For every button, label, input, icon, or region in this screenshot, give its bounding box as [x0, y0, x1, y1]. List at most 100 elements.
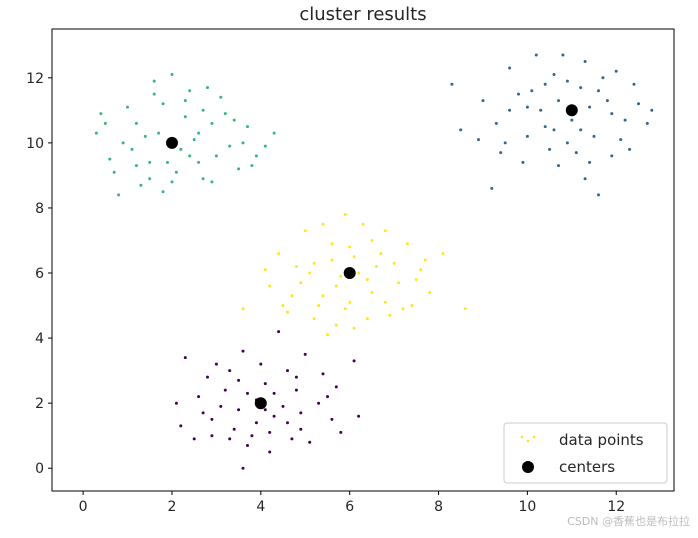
- data-point: [619, 138, 623, 142]
- data-point: [228, 144, 232, 148]
- data-point: [201, 411, 205, 415]
- x-tick-label: 8: [434, 499, 443, 515]
- data-point: [477, 138, 480, 142]
- data-point: [614, 69, 618, 73]
- data-point: [530, 89, 534, 93]
- data-point: [592, 134, 596, 138]
- data-point: [588, 160, 592, 164]
- data-point: [206, 375, 209, 379]
- cluster-center: [565, 104, 578, 117]
- data-point: [334, 385, 338, 389]
- data-point: [637, 102, 640, 106]
- data-point: [561, 53, 565, 57]
- y-tick-label: 0: [35, 461, 44, 477]
- data-point: [499, 151, 503, 155]
- legend-centers-marker: [522, 461, 534, 473]
- data-point: [277, 330, 281, 334]
- x-tick-label: 4: [256, 499, 265, 515]
- data-point: [281, 304, 285, 307]
- data-point: [405, 242, 409, 246]
- cluster-center: [343, 267, 356, 279]
- data-point: [601, 76, 605, 80]
- data-point: [490, 186, 494, 190]
- data-point: [197, 131, 201, 135]
- data-point: [508, 66, 512, 70]
- data-point: [419, 268, 423, 272]
- y-tick-label: 8: [35, 201, 44, 217]
- data-point: [143, 134, 147, 138]
- data-point: [339, 274, 343, 278]
- data-point: [463, 307, 467, 311]
- data-point: [179, 147, 183, 151]
- data-point: [272, 414, 276, 418]
- data-point: [299, 281, 303, 285]
- data-point: [263, 408, 267, 412]
- data-point: [148, 177, 152, 181]
- data-point: [508, 108, 512, 112]
- data-point: [339, 430, 343, 434]
- data-point: [534, 53, 538, 57]
- data-point: [232, 427, 236, 431]
- data-point: [174, 170, 178, 174]
- data-point: [352, 359, 356, 363]
- data-point: [330, 258, 334, 262]
- data-point: [254, 154, 258, 158]
- data-point: [268, 450, 272, 454]
- axis-ticks: 0 2 4 6 8 10 12 0 2 4 6 8 10 12: [26, 71, 625, 515]
- data-point: [628, 147, 632, 151]
- data-point: [183, 356, 187, 360]
- data-point: [152, 79, 156, 83]
- data-point: [352, 255, 356, 259]
- data-point: [574, 151, 578, 155]
- data-point: [312, 317, 316, 321]
- data-point: [379, 252, 383, 255]
- data-point: [610, 112, 614, 116]
- data-point: [348, 245, 352, 249]
- data-point: [246, 125, 249, 129]
- data-point: [94, 131, 98, 135]
- data-point: [321, 222, 325, 226]
- watermark: CSDN @香蕉也是布拉拉: [567, 515, 690, 528]
- data-point: [521, 160, 525, 164]
- data-point: [459, 128, 463, 132]
- data-point: [557, 164, 560, 168]
- data-point: [268, 430, 272, 434]
- data-point: [357, 271, 361, 275]
- data-point: [206, 86, 209, 90]
- x-tick-label: 2: [167, 499, 176, 515]
- data-point: [321, 372, 325, 376]
- data-point: [357, 414, 361, 418]
- data-point: [303, 352, 307, 356]
- data-point: [250, 434, 254, 438]
- data-point: [170, 73, 174, 76]
- data-point: [237, 408, 241, 412]
- data-point: [481, 99, 485, 103]
- data-point: [188, 89, 192, 93]
- data-point: [223, 388, 227, 392]
- data-point: [241, 141, 245, 145]
- data-point: [241, 349, 245, 353]
- data-point: [597, 193, 600, 197]
- data-point: [294, 375, 298, 379]
- data-point: [414, 278, 418, 281]
- y-tick-label: 10: [26, 136, 44, 152]
- data-point: [632, 82, 636, 86]
- data-point: [192, 437, 196, 441]
- data-point: [423, 258, 427, 262]
- data-point: [281, 404, 285, 408]
- data-point: [139, 183, 143, 187]
- legend-dot: [520, 435, 524, 439]
- data-point: [286, 369, 289, 373]
- data-point: [161, 102, 165, 106]
- data-point: [246, 444, 249, 447]
- data-point: [210, 434, 214, 438]
- data-point: [299, 427, 303, 431]
- data-point: [219, 95, 223, 99]
- data-point: [610, 154, 614, 158]
- data-point: [237, 167, 241, 171]
- data-point: [272, 131, 276, 135]
- legend-label-data-points: data points: [559, 431, 644, 449]
- data-point: [548, 147, 552, 151]
- data-point: [370, 291, 374, 294]
